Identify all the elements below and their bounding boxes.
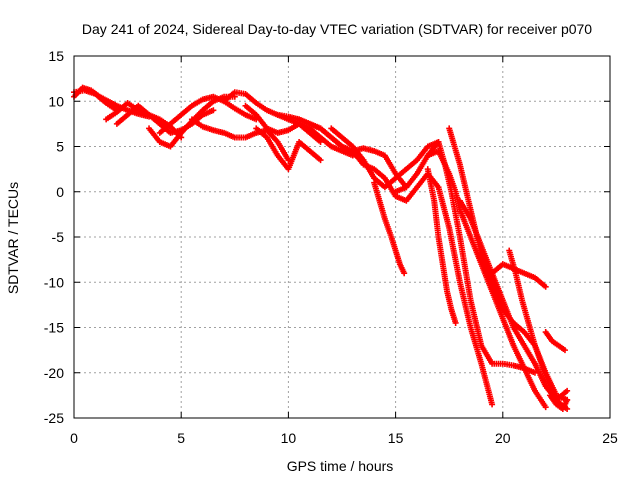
series-arc-15: [371, 179, 408, 277]
y-axis-label: SDTVAR / TECUs: [5, 182, 21, 294]
x-tick-label: 10: [281, 430, 297, 446]
data-point: [542, 404, 549, 411]
x-tick-label: 5: [177, 430, 185, 446]
y-tick-label: 10: [48, 93, 64, 109]
data-point: [452, 319, 459, 326]
series-arc-18: [424, 148, 549, 411]
axis-ticks: 0 5 10 15 20 25 15 10 5 0 -5 -10 -15 -20 -25: [44, 48, 618, 446]
y-tick-label: -25: [44, 410, 64, 426]
series-arc-24: [546, 392, 571, 412]
data-point: [564, 387, 571, 394]
x-tick-label: 25: [602, 430, 618, 446]
y-tick-label: -15: [44, 320, 64, 336]
x-axis-label: GPS time / hours: [287, 458, 394, 474]
series-arc-14: [349, 148, 496, 408]
data-point: [542, 283, 549, 290]
x-tick-label: 0: [70, 430, 78, 446]
data-points: [71, 84, 571, 412]
data-point: [210, 107, 217, 114]
y-tick-label: -5: [52, 229, 65, 245]
x-tick-label: 20: [495, 430, 511, 446]
grid: [74, 56, 610, 418]
data-point: [561, 347, 568, 354]
y-tick-label: 5: [56, 139, 64, 155]
series-arc-20: [456, 197, 571, 403]
series-arc-23: [542, 329, 568, 354]
data-point: [489, 401, 496, 408]
y-tick-label: -10: [44, 274, 64, 290]
data-point: [401, 270, 408, 277]
series-arc-6: [156, 93, 260, 136]
data-point: [317, 157, 324, 164]
series-arc-12: [296, 116, 410, 191]
series-arc-17: [424, 166, 459, 326]
series-arc-10: [253, 125, 324, 173]
y-tick-label: 0: [56, 184, 64, 200]
x-tick-label: 15: [388, 430, 404, 446]
y-tick-label: 15: [48, 48, 64, 64]
chart-title: Day 241 of 2024, Sidereal Day-to-day VTE…: [82, 21, 592, 37]
y-tick-label: -20: [44, 365, 64, 381]
data-point: [564, 396, 571, 403]
